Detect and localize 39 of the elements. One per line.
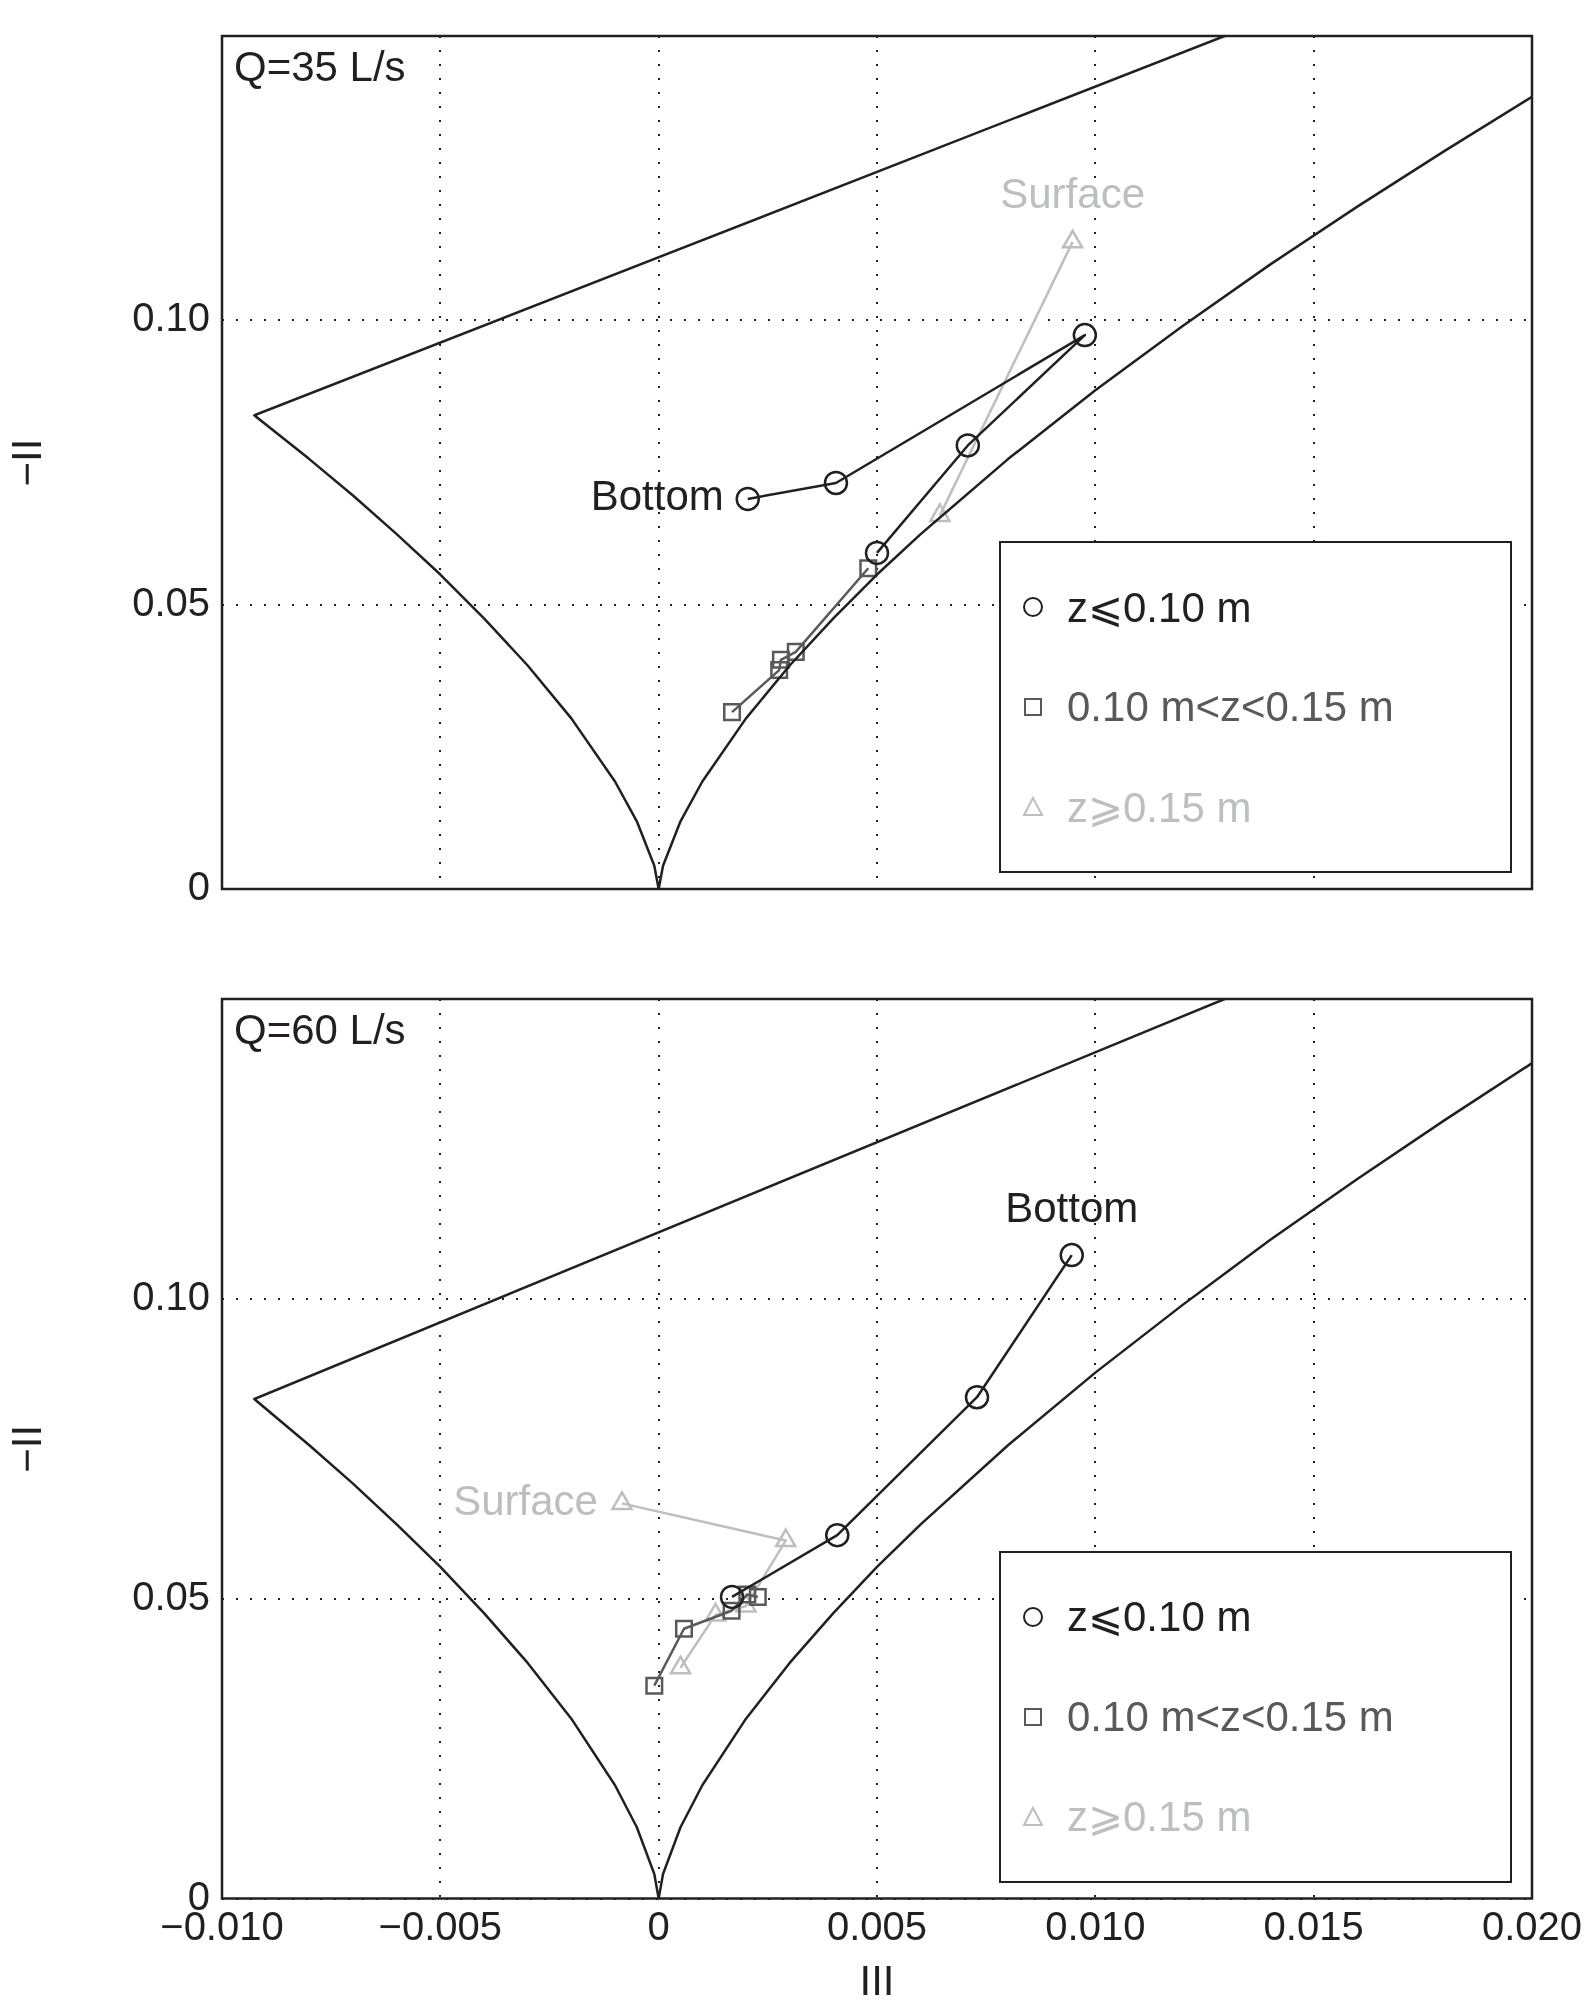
- annotation: Q=60 L/s: [234, 1005, 406, 1053]
- point: [955, 433, 981, 458]
- point: [823, 470, 849, 496]
- y-axis-title: −II: [2, 438, 50, 487]
- annotation: Q=35 L/s: [234, 42, 406, 90]
- annotation: Surface: [453, 1476, 598, 1524]
- y-tick-label: 0.10: [132, 1273, 210, 1318]
- point: [719, 1584, 745, 1610]
- point: [964, 1384, 990, 1410]
- legend-label: z⩽0.10 m: [1067, 582, 1252, 632]
- y-tick-label: 0.10: [132, 295, 210, 340]
- x-axis-title: III: [859, 1957, 895, 2005]
- y-axis-title: −II: [2, 1424, 50, 1473]
- legend-label: 0.10 m<z<0.15 m: [1067, 1692, 1394, 1741]
- point: [748, 1587, 767, 1606]
- point: [674, 1619, 694, 1638]
- point: [1072, 322, 1098, 348]
- legend-label: 0.10 m<z<0.15 m: [1067, 683, 1394, 731]
- point: [735, 486, 760, 512]
- y-tick-label: 0: [187, 864, 210, 909]
- legend-label: z⩾0.15 m: [1067, 782, 1252, 832]
- legend-label: z⩾0.15 m: [1067, 1792, 1252, 1842]
- y-tick-label: 0.05: [132, 579, 210, 624]
- annotation: Surface: [1000, 170, 1145, 218]
- x-tick-label: 0.015: [1263, 1903, 1364, 1948]
- y-tick-label: 0.05: [132, 1573, 210, 1618]
- x-tick-label: 0.020: [1481, 1903, 1583, 1948]
- point: [645, 1676, 664, 1695]
- x-tick-label: −0.005: [378, 1903, 503, 1948]
- point: [825, 1522, 850, 1548]
- x-tick-label: 0.010: [1045, 1903, 1146, 1948]
- point: [864, 540, 890, 566]
- annotation: Bottom: [1005, 1183, 1139, 1231]
- x-tick-label: 0.005: [826, 1903, 928, 1948]
- annotation: Bottom: [590, 472, 724, 520]
- point: [723, 703, 742, 722]
- legend-label: z⩽0.10 m: [1067, 1592, 1252, 1642]
- x-tick-label: 0: [647, 1903, 670, 1948]
- point: [1059, 1242, 1084, 1268]
